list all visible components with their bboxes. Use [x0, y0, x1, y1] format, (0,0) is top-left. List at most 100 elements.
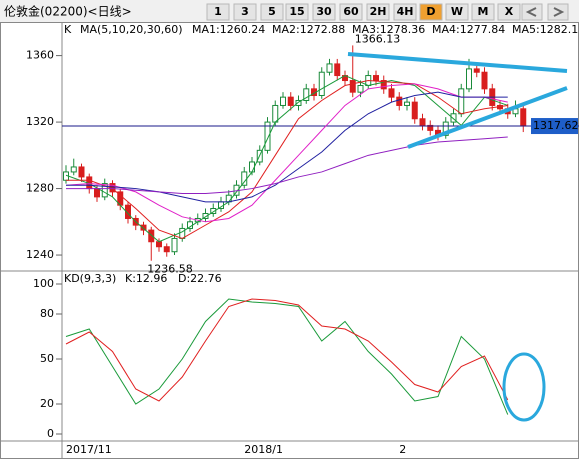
button-label: 60 — [343, 5, 359, 18]
candle-body — [411, 101, 418, 120]
candle-body — [249, 161, 255, 173]
y-tick-label: 80 — [40, 307, 54, 320]
legend-label: MA(5,10,20,30,60) — [80, 23, 183, 36]
legend-label: KD(9,3,3) — [64, 272, 116, 285]
last-price-label: 1317.62 — [533, 119, 579, 132]
candle-body — [140, 224, 147, 231]
button[interactable] — [206, 3, 230, 21]
button-label: X — [505, 5, 514, 18]
legend-entry: MA3:1278.36 — [352, 23, 425, 36]
button[interactable] — [260, 3, 284, 21]
candle-body — [70, 166, 77, 173]
trend-line — [407, 86, 568, 149]
candle-body — [163, 246, 170, 253]
candle-body — [287, 96, 294, 106]
y-tick-label: 20 — [40, 397, 54, 410]
candle-body — [295, 99, 302, 106]
y-tick-label: 1240 — [26, 248, 54, 261]
candle-body — [466, 68, 472, 90]
candle-body — [380, 80, 387, 90]
candle-body — [303, 88, 310, 101]
legend-entry: MA4:1277.84 — [432, 23, 505, 36]
candle-body — [404, 101, 410, 106]
y-tick-label: 1280 — [26, 182, 54, 195]
candle-body — [473, 68, 480, 73]
y-tick-label: 100 — [33, 277, 54, 290]
series-line — [65, 298, 509, 402]
candle-body — [427, 124, 434, 131]
legend-entry: MA5:1282.1 — [512, 23, 578, 36]
candle-body — [210, 208, 217, 214]
arrow-icon — [525, 7, 537, 17]
candle-body — [334, 63, 341, 77]
candle-body — [419, 118, 426, 126]
y-tick-label: 0 — [47, 427, 54, 440]
candle-body — [520, 108, 527, 127]
x-tick-label: 2017/11 — [66, 443, 112, 456]
button[interactable] — [497, 3, 521, 21]
candle-body — [388, 88, 395, 98]
candle-body — [156, 241, 162, 248]
candle-body — [326, 63, 333, 73]
window-title: 伦敦金(02200)<日线> — [4, 4, 132, 19]
button[interactable] — [285, 3, 309, 21]
legend-entry: K:12.96 — [125, 272, 167, 285]
button-prev[interactable] — [521, 3, 543, 21]
candle-body — [373, 75, 379, 82]
x-tick-label: 2018/1 — [244, 443, 283, 456]
candle-body — [280, 96, 286, 106]
series-line — [66, 136, 508, 195]
trend-line — [347, 52, 568, 73]
button[interactable] — [339, 3, 363, 21]
button-label: 5 — [268, 5, 276, 18]
button[interactable] — [471, 3, 495, 21]
candle-body — [241, 171, 248, 186]
button[interactable] — [445, 3, 469, 21]
legend-prefix: K — [64, 23, 72, 36]
y-tick-label: 50 — [40, 352, 54, 365]
button-label: 4H — [397, 5, 414, 18]
button-label: 1 — [214, 5, 222, 18]
candle-body — [94, 188, 100, 198]
series-line — [66, 80, 508, 239]
candle-body — [396, 96, 403, 106]
button-label: M — [478, 5, 489, 18]
candle-body — [272, 104, 279, 123]
candle-body — [450, 113, 457, 123]
arrow-icon — [553, 7, 565, 17]
button-label: D — [426, 5, 435, 18]
candle-body — [442, 121, 449, 136]
button-label: 3 — [241, 5, 249, 18]
candle-body — [349, 80, 356, 93]
button[interactable] — [312, 3, 336, 21]
legend-entry: MA1:1260.24 — [192, 23, 265, 36]
button[interactable] — [419, 3, 443, 21]
candle-body — [318, 71, 325, 96]
highlight-ellipse — [502, 352, 546, 422]
candle-body — [171, 237, 178, 253]
series-line — [65, 298, 509, 415]
candle-body — [101, 183, 108, 198]
button-label: W — [451, 5, 463, 18]
y-tick-label: 1320 — [26, 115, 54, 128]
candle-body — [264, 121, 271, 151]
legend-entry: MA2:1272.88 — [272, 23, 345, 36]
series-line — [66, 91, 508, 203]
button-label: 2H — [370, 5, 387, 18]
candle-body — [357, 85, 364, 93]
series-line — [65, 74, 508, 243]
button[interactable] — [366, 3, 390, 21]
button-next[interactable] — [547, 3, 569, 21]
legend-entry: D:22.76 — [178, 272, 222, 285]
candle-body — [202, 212, 209, 219]
button[interactable] — [233, 3, 257, 21]
candle-body — [481, 71, 488, 90]
candle-body — [225, 194, 232, 203]
series-line — [65, 83, 508, 223]
button-label: 15 — [289, 5, 304, 18]
candle-body — [458, 88, 465, 115]
button[interactable] — [393, 3, 417, 21]
button-label: 30 — [316, 5, 332, 18]
y-tick-label: 1360 — [26, 49, 54, 62]
